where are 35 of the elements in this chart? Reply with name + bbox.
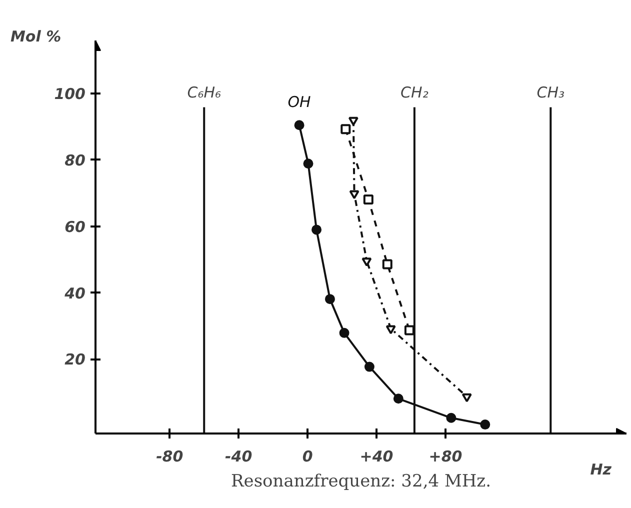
x-tick-label: +80 bbox=[428, 448, 462, 466]
point bbox=[362, 258, 372, 267]
ref-line-label: CH₃ bbox=[536, 83, 565, 102]
point bbox=[312, 224, 322, 235]
ref-line-label: CH₂ bbox=[400, 83, 428, 102]
point bbox=[382, 259, 392, 270]
point bbox=[349, 190, 360, 200]
point bbox=[294, 120, 304, 130]
x-tick-label: -80 bbox=[156, 448, 184, 466]
y-tick-label: 60 bbox=[64, 218, 86, 236]
y-tick-label: 20 bbox=[64, 350, 86, 369]
point bbox=[480, 420, 490, 430]
y-tick-label: 100 bbox=[54, 85, 86, 104]
point bbox=[348, 116, 358, 126]
x-tick-label: -40 bbox=[225, 448, 252, 466]
x-tick-label: +40 bbox=[360, 448, 394, 466]
point bbox=[363, 194, 374, 204]
point bbox=[446, 412, 456, 423]
point bbox=[340, 124, 351, 134]
point bbox=[386, 325, 396, 334]
point bbox=[393, 394, 404, 404]
x-axis-title: Hz bbox=[590, 460, 612, 478]
point bbox=[324, 294, 335, 304]
ref-line-label: C₆H₆ bbox=[187, 83, 222, 102]
y-tick-label: 80 bbox=[64, 151, 86, 170]
point bbox=[364, 362, 374, 372]
text: Resonanzfrequenz: 32,4 MHz. bbox=[230, 472, 492, 492]
point bbox=[404, 325, 414, 336]
y-axis-title: Mol % bbox=[10, 28, 62, 46]
y-tick-label: 40 bbox=[64, 284, 86, 302]
series-label: OH bbox=[288, 93, 311, 112]
point bbox=[339, 328, 350, 338]
point bbox=[303, 158, 314, 169]
x-tick-label: 0 bbox=[302, 448, 313, 466]
point bbox=[462, 393, 472, 402]
